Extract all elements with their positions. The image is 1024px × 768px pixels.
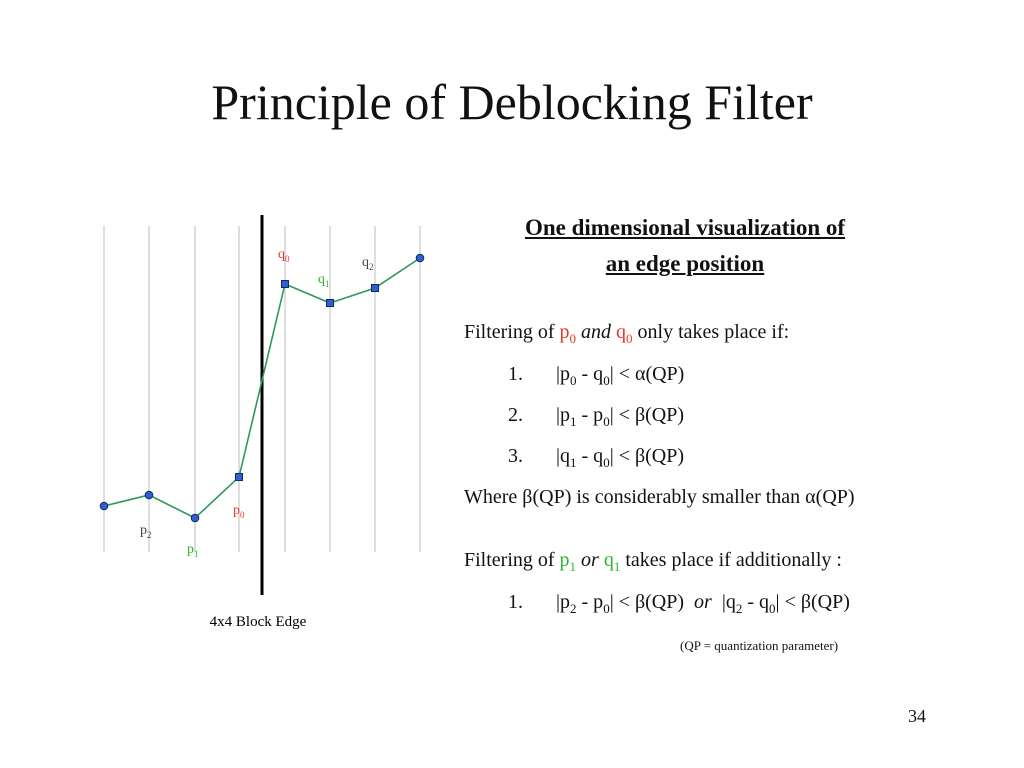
sample-point-2 <box>144 490 154 500</box>
edge-diagram: p2 p1 p0 q0 q1 q2 4x4 Block Edge <box>99 215 425 630</box>
heading-line-1: One dimensional visualization of <box>524 215 846 240</box>
sample-markers <box>99 253 425 523</box>
label-p0: p0 <box>233 503 245 520</box>
label-q1: q1 <box>318 272 330 289</box>
slide-number: 34 <box>908 706 926 726</box>
grid-lines <box>103 226 421 552</box>
label-q0: q0 <box>278 247 290 264</box>
sample-point-4 <box>235 473 243 481</box>
qp-note: (QP = quantization parameter) <box>680 638 839 653</box>
sample-point-8 <box>415 253 425 263</box>
condition-number: 1. <box>508 363 523 385</box>
label-p2: p2 <box>140 523 152 540</box>
explanation-panel: One dimensional visualization of an edge… <box>460 210 930 653</box>
condition-number: 2. <box>508 404 523 426</box>
sample-point-6 <box>326 299 334 307</box>
block-edge-caption: 4x4 Block Edge <box>210 614 307 630</box>
sample-point-7 <box>371 284 379 292</box>
sample-point-5 <box>281 280 289 288</box>
where-line: Where β(QP) is considerably smaller than… <box>464 486 855 508</box>
condition-number: 1. <box>508 591 523 613</box>
condition-text: |p1 - p0| < β(QP) <box>556 404 685 429</box>
condition-number: 3. <box>508 445 523 467</box>
slide-title: Principle of Deblocking Filter <box>211 74 813 130</box>
label-q2: q2 <box>362 255 374 272</box>
condition-1: 1. |p0 - q0| < α(QP) <box>508 362 684 393</box>
condition-text: |q1 - q0| < β(QP) <box>556 445 685 470</box>
additional-condition: 1. |p2 - p0| < β(QP) or |q2 - q0| < β(QP) <box>508 590 850 621</box>
label-p1: p1 <box>187 542 199 559</box>
panel-heading: One dimensional visualization of an edge… <box>460 210 910 282</box>
additional-intro: Filtering of p1 or q1 takes place if add… <box>464 549 842 574</box>
condition-3: 3. |q1 - q0| < β(QP) <box>508 444 684 475</box>
sample-polyline <box>103 257 421 519</box>
heading-line-2: an edge position <box>605 251 765 276</box>
filter-intro: Filtering of p0 and q0 only takes place … <box>464 321 790 346</box>
condition-text: |p2 - p0| < β(QP) or |q2 - q0| < β(QP) <box>556 591 850 616</box>
condition-2: 2. |p1 - p0| < β(QP) <box>508 403 684 434</box>
condition-text: |p0 - q0| < α(QP) <box>556 363 685 388</box>
sample-point-1 <box>99 501 109 511</box>
sample-labels: p2 p1 p0 q0 q1 q2 <box>140 247 374 559</box>
sample-point-3 <box>190 513 200 523</box>
